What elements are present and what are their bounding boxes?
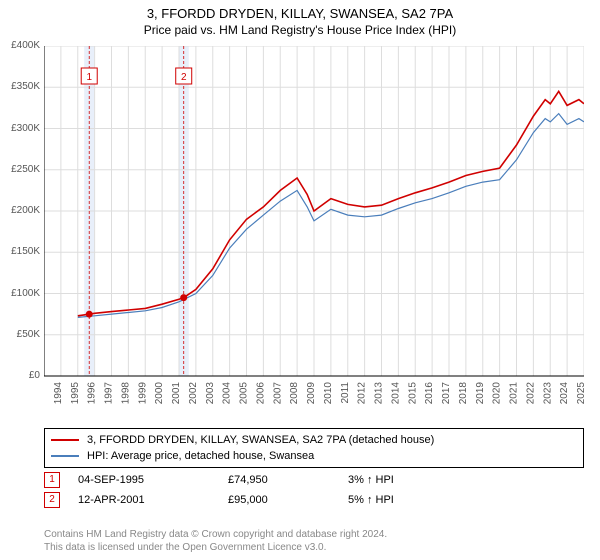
legend-swatch [51,455,79,457]
svg-text:1996: 1996 [87,382,98,405]
svg-text:2017: 2017 [441,382,452,405]
sale-price: £95,000 [228,494,348,506]
svg-text:2013: 2013 [374,382,385,405]
svg-text:2023: 2023 [542,382,553,405]
svg-text:2007: 2007 [272,382,283,405]
copyright-line: This data is licensed under the Open Gov… [44,541,387,554]
svg-text:1993: 1993 [44,382,47,405]
sale-date: 04-SEP-1995 [78,474,228,486]
svg-text:2004: 2004 [222,382,233,405]
svg-text:2016: 2016 [424,382,435,405]
table-row: 2 12-APR-2001 £95,000 5% ↑ HPI [44,490,584,510]
copyright-line: Contains HM Land Registry data © Crown c… [44,528,387,541]
svg-text:2010: 2010 [323,382,334,405]
price-chart: 1 2 1993 1994 1995 1996 1997 1998 1999 2000 2001 20… [44,46,584,416]
svg-text:1998: 1998 [120,382,131,405]
y-tick-label: £50K [0,329,40,340]
y-tick-label: £400K [0,40,40,51]
title-block: 3, FFORDD DRYDEN, KILLAY, SWANSEA, SA2 7… [0,0,600,37]
title-main: 3, FFORDD DRYDEN, KILLAY, SWANSEA, SA2 7… [0,6,600,21]
copyright: Contains HM Land Registry data © Crown c… [44,528,387,554]
sale-hpi: 5% ↑ HPI [348,494,468,506]
svg-text:1: 1 [86,72,92,83]
sale-price: £74,950 [228,474,348,486]
svg-text:2001: 2001 [171,382,182,405]
y-tick-label: £150K [0,246,40,257]
legend-swatch [51,439,79,441]
sale-date: 12-APR-2001 [78,494,228,506]
svg-text:2020: 2020 [492,382,503,405]
table-row: 1 04-SEP-1995 £74,950 3% ↑ HPI [44,470,584,490]
legend-item: 3, FFORDD DRYDEN, KILLAY, SWANSEA, SA2 7… [51,432,577,448]
marker-badge: 1 [44,472,60,488]
svg-text:1997: 1997 [104,382,115,405]
y-tick-label: £200K [0,205,40,216]
marker-badge: 2 [44,492,60,508]
svg-text:2024: 2024 [559,382,570,405]
legend-item: HPI: Average price, detached house, Swan… [51,448,577,464]
legend-label: HPI: Average price, detached house, Swan… [87,450,314,462]
svg-text:2000: 2000 [154,382,165,405]
svg-text:2012: 2012 [357,382,368,405]
svg-text:2025: 2025 [576,382,584,405]
svg-text:2022: 2022 [525,382,536,405]
title-sub: Price paid vs. HM Land Registry's House … [0,23,600,37]
legend: 3, FFORDD DRYDEN, KILLAY, SWANSEA, SA2 7… [44,428,584,468]
svg-text:2014: 2014 [390,382,401,405]
y-tick-label: £100K [0,288,40,299]
svg-text:2006: 2006 [255,382,266,405]
svg-text:2018: 2018 [458,382,469,405]
chart-container: 3, FFORDD DRYDEN, KILLAY, SWANSEA, SA2 7… [0,0,600,560]
svg-text:1999: 1999 [137,382,148,405]
svg-text:2021: 2021 [509,382,520,405]
svg-text:2002: 2002 [188,382,199,405]
sale-hpi: 3% ↑ HPI [348,474,468,486]
svg-text:2005: 2005 [239,382,250,405]
svg-text:2: 2 [181,72,187,83]
svg-text:2009: 2009 [306,382,317,405]
svg-text:2019: 2019 [475,382,486,405]
svg-text:2011: 2011 [340,382,351,404]
svg-text:1995: 1995 [70,382,81,405]
svg-text:2008: 2008 [289,382,300,405]
y-tick-label: £350K [0,81,40,92]
svg-text:2003: 2003 [205,382,216,405]
svg-text:1994: 1994 [53,382,64,405]
y-tick-label: £300K [0,123,40,134]
y-tick-label: £0 [0,370,40,381]
legend-label: 3, FFORDD DRYDEN, KILLAY, SWANSEA, SA2 7… [87,434,434,446]
sales-table: 1 04-SEP-1995 £74,950 3% ↑ HPI 2 12-APR-… [44,470,584,510]
y-tick-label: £250K [0,164,40,175]
svg-text:2015: 2015 [407,382,418,405]
